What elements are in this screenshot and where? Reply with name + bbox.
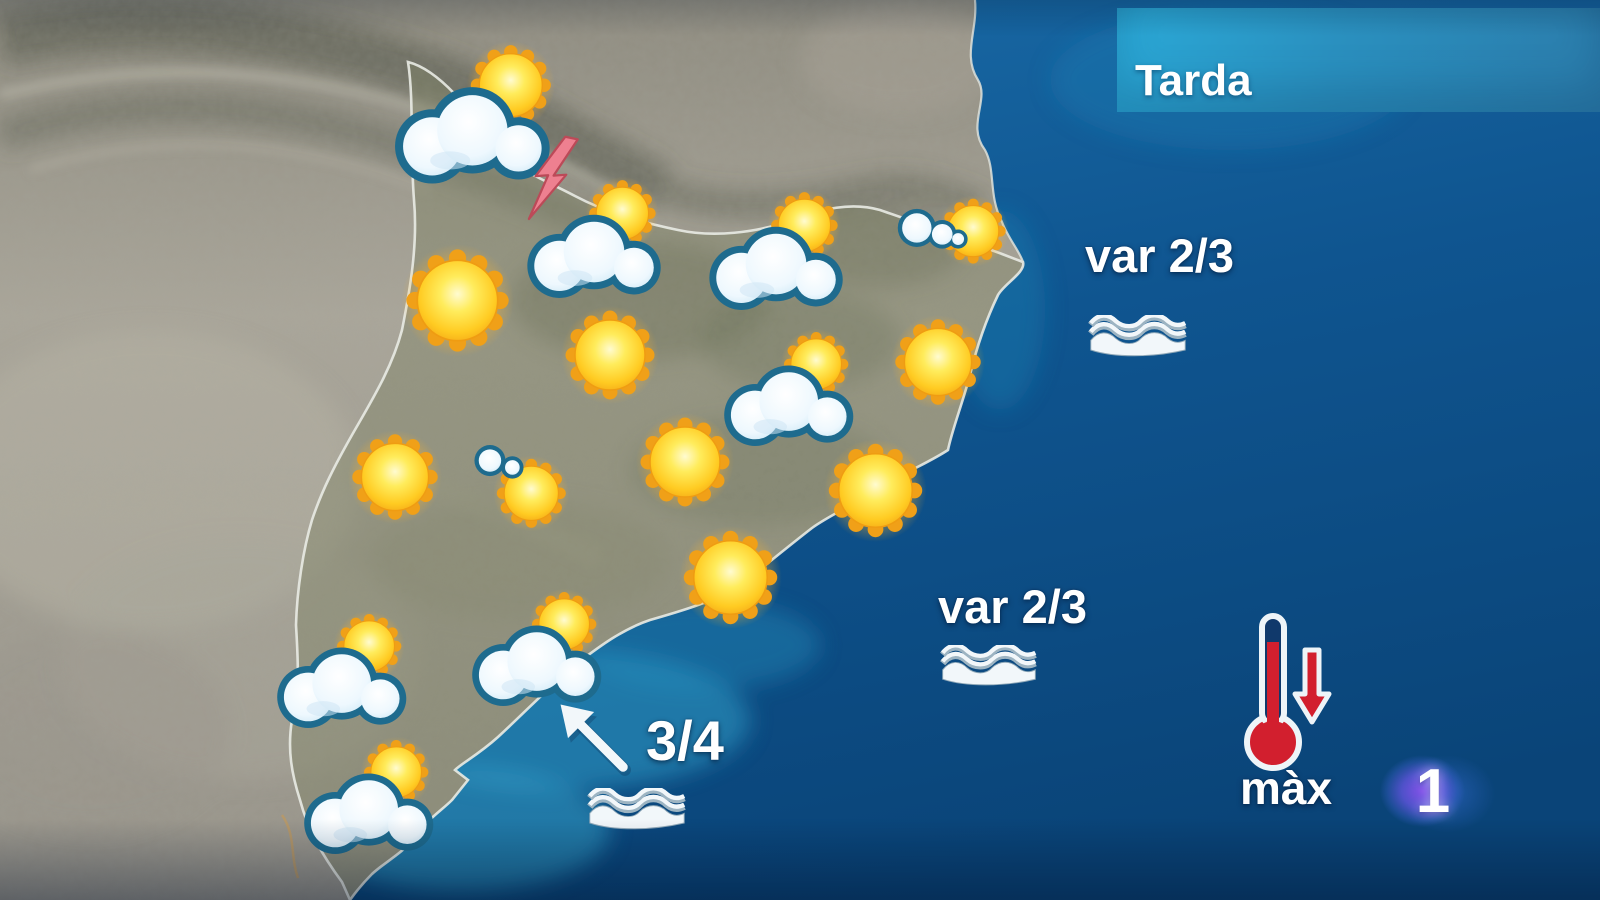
time-of-day-banner: Tarda	[1117, 8, 1600, 112]
sun-cloud-icon	[705, 188, 860, 316]
sun-cloud-icon	[468, 588, 618, 712]
wind-arrow-northwest-icon	[560, 704, 632, 776]
waves-icon	[584, 788, 690, 831]
sun-smallcloud-icon	[471, 433, 583, 536]
waves-icon	[1085, 315, 1191, 358]
wind-label-central: var 2/3	[938, 580, 1087, 633]
sun-icon	[677, 524, 783, 630]
sun-icon	[635, 412, 735, 512]
cloud-sun-right-icon	[893, 193, 1028, 280]
falling-arrow-icon	[1292, 647, 1332, 725]
tv-channel-logo: 1	[1366, 733, 1500, 849]
sun-icon	[822, 437, 928, 543]
thermometer-icon	[1244, 613, 1332, 771]
sun-icon	[347, 429, 443, 525]
sun-cloud-icon	[273, 610, 423, 734]
regional-border-line	[280, 814, 300, 879]
waves-icon	[937, 645, 1041, 687]
sun-cloud-icon	[300, 736, 450, 860]
temperature-max-label: màx	[1240, 762, 1333, 814]
sun-icon	[399, 242, 515, 358]
sun-icon	[560, 305, 660, 405]
sun-cloud-icon	[720, 328, 870, 452]
wind-label-north: var 2/3	[1085, 229, 1234, 282]
sun-cloud-icon	[523, 176, 678, 304]
sun-icon	[890, 314, 986, 410]
wind-label-south: 3/4	[646, 709, 724, 772]
channel-number: 1	[1415, 756, 1451, 826]
banner-title: Tarda	[1135, 56, 1252, 105]
